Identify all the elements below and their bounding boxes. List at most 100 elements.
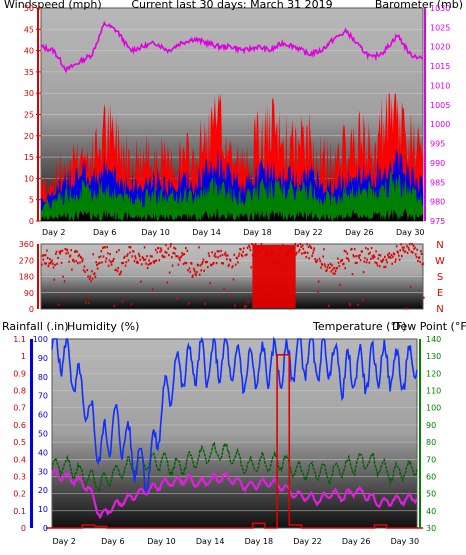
direction-point xyxy=(45,262,47,265)
direction-point xyxy=(96,263,98,267)
direction-point xyxy=(62,275,64,278)
direction-series xyxy=(41,243,425,310)
direction-point xyxy=(294,243,296,246)
wind-low-area xyxy=(41,169,423,221)
direction-point xyxy=(98,256,100,259)
direction-point xyxy=(143,246,146,249)
direction-point xyxy=(207,266,209,269)
direction-point xyxy=(59,252,61,255)
direction-point xyxy=(120,270,122,273)
direction-point xyxy=(199,264,202,267)
windspeed-tick-label: 50 xyxy=(24,4,34,13)
direction-point xyxy=(67,252,69,255)
direction-point xyxy=(68,260,70,263)
direction-point xyxy=(251,243,253,246)
direction-point xyxy=(352,254,355,257)
direction-point xyxy=(254,243,257,246)
temperature-tick-label: 110 xyxy=(426,387,441,396)
direction-point xyxy=(343,249,346,252)
humidity-axis-bar xyxy=(30,339,33,528)
direction-point xyxy=(339,283,341,286)
windspeed-tick-label: 40 xyxy=(24,47,34,56)
barometer-tick-label: 1015 xyxy=(430,62,450,71)
direction-point xyxy=(318,257,321,260)
direction-point xyxy=(387,253,389,256)
direction-point xyxy=(323,263,326,266)
direction-point xyxy=(85,294,88,297)
humidity-panel: Rainfall (.in) Humidity (%) Temperature … xyxy=(2,320,466,546)
direction-point xyxy=(249,249,252,252)
direction-degree-label: 0 xyxy=(29,305,34,314)
direction-point xyxy=(412,244,415,247)
direction-point xyxy=(228,263,230,266)
humidity-tick-label: 80 xyxy=(38,373,48,382)
direction-point xyxy=(332,272,335,275)
direction-point xyxy=(135,257,137,260)
direction-point xyxy=(243,247,245,250)
direction-point xyxy=(416,248,418,251)
direction-point xyxy=(298,248,301,251)
direction-point xyxy=(216,250,219,253)
direction-point xyxy=(57,256,59,259)
direction-point xyxy=(306,243,308,246)
rainfall-axis-label: Rainfall (.in) xyxy=(2,320,69,333)
direction-point xyxy=(260,243,263,246)
direction-point xyxy=(311,254,313,258)
day-tick-label: Day 18 xyxy=(243,228,272,237)
dew-point-axis-label: Dew Point (°F) xyxy=(392,320,466,333)
chart-title: Current last 30 days: March 31 2019 xyxy=(131,0,332,11)
direction-point xyxy=(366,258,368,261)
direction-point xyxy=(129,251,131,254)
direction-point xyxy=(43,254,45,257)
windspeed-tick-label: 0 xyxy=(29,217,34,226)
direction-point xyxy=(132,250,135,253)
direction-point xyxy=(48,262,50,265)
wind-min-area xyxy=(41,208,423,221)
direction-point xyxy=(51,259,53,262)
direction-point xyxy=(200,269,202,272)
direction-point xyxy=(387,256,390,259)
direction-point xyxy=(371,255,374,258)
direction-point xyxy=(225,254,227,257)
direction-point xyxy=(125,261,128,264)
direction-point xyxy=(219,254,222,257)
humidity-tick-label: 100 xyxy=(33,335,48,344)
direction-point xyxy=(232,278,235,281)
day-tick-label: Day 26 xyxy=(342,537,371,546)
direction-point xyxy=(191,275,194,278)
direction-point xyxy=(97,262,100,265)
direction-point xyxy=(327,263,330,267)
direction-point xyxy=(313,247,316,250)
direction-point xyxy=(237,254,240,258)
temperature-tick-label: 80 xyxy=(426,438,436,447)
barometer-line xyxy=(40,20,424,74)
direction-point xyxy=(334,272,336,275)
direction-point xyxy=(370,257,372,260)
direction-point xyxy=(73,260,75,263)
direction-point xyxy=(395,245,398,248)
direction-point xyxy=(49,262,52,265)
direction-point xyxy=(361,250,363,253)
direction-point xyxy=(85,301,87,304)
direction-point xyxy=(222,262,224,265)
direction-point xyxy=(193,267,195,270)
windspeed-tick-label: 25 xyxy=(24,111,34,120)
direction-point xyxy=(91,277,94,280)
direction-point xyxy=(232,265,234,268)
direction-point xyxy=(295,253,297,256)
day-tick-label: Day 6 xyxy=(101,537,124,546)
direction-point xyxy=(406,245,408,248)
direction-point xyxy=(142,257,144,260)
direction-point xyxy=(82,269,85,272)
direction-point xyxy=(330,270,332,273)
direction-grid xyxy=(41,260,423,293)
direction-point xyxy=(115,268,117,271)
direction-point xyxy=(405,307,407,310)
direction-point xyxy=(388,252,391,255)
direction-point xyxy=(169,245,172,248)
direction-point xyxy=(101,261,103,264)
day-tick-label: Day 2 xyxy=(42,228,65,237)
day-tick-label: Day 14 xyxy=(196,537,225,546)
compass-letter: N xyxy=(436,304,443,315)
